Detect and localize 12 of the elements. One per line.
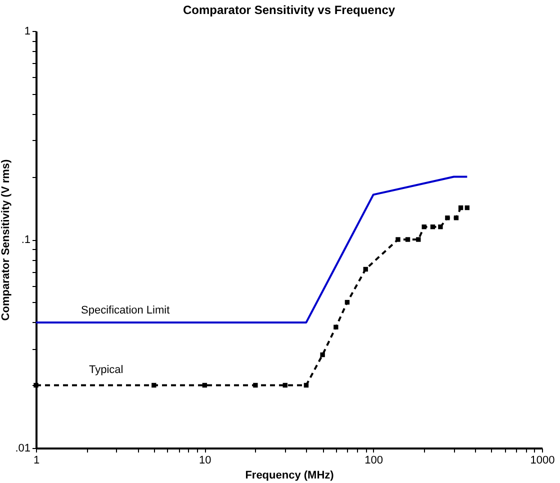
x-tick-label: 1000 xyxy=(530,454,555,466)
y-tick-label: .1 xyxy=(21,234,30,246)
x-tick-label: 1 xyxy=(33,454,40,466)
series-label: Specification Limit xyxy=(81,304,170,316)
y-axis-title: Comparator Sensitivity (V rms) xyxy=(0,158,12,321)
x-tick-label: 10 xyxy=(199,454,212,466)
x-tick-label: 100 xyxy=(364,454,384,466)
x-axis-title: Frequency (MHz) xyxy=(245,470,334,482)
y-tick-label: 1 xyxy=(24,26,30,38)
chart-title: Comparator Sensitivity vs Frequency xyxy=(182,3,396,17)
series-label: Typical xyxy=(89,364,124,376)
y-tick-label: .01 xyxy=(15,442,30,454)
